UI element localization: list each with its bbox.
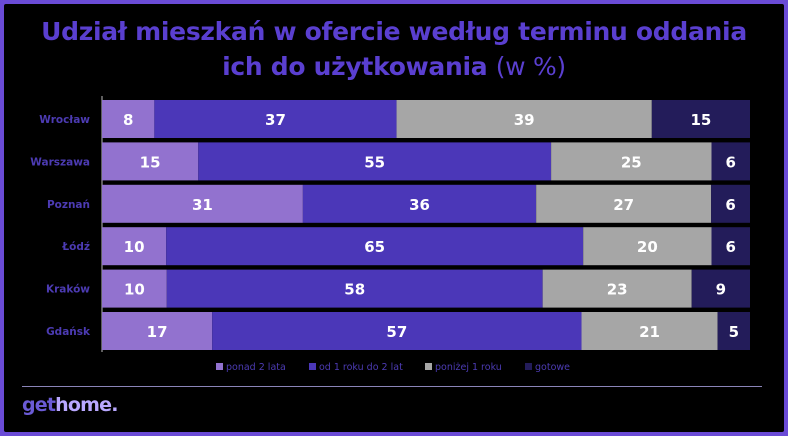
bar-segment [711,184,750,223]
category-label: Wrocław [39,114,90,126]
data-label: 10 [124,281,145,299]
category-labels-group: Wrocław Warszawa Poznań Łódź Kraków Gdańsk [30,114,91,338]
bar-segment [581,312,718,350]
data-label: 31 [192,196,213,214]
legend-label: od 1 roku do 2 lat [319,362,403,373]
data-label: 55 [364,153,385,171]
legend: ponad 2 lata od 1 roku do 2 lat poniżej 1 … [216,362,570,373]
legend-swatch [309,363,316,370]
data-label: 15 [140,153,161,171]
bar-segment [198,142,552,181]
title-unit: (w %) [495,52,566,81]
data-label: 36 [409,196,430,214]
bar-segment [154,100,397,138]
category-label: Warszawa [30,156,90,168]
bar-segment [102,142,199,181]
data-label: 21 [639,323,660,341]
logo-get: get [22,394,56,416]
data-label: 58 [344,281,365,299]
legend-swatch [525,363,532,370]
bar-segment [396,100,652,138]
bar-segment [542,269,692,308]
bar-segment [166,227,584,266]
data-label: 20 [637,238,658,256]
title-line-2-text: ich do użytkowania [222,52,488,81]
chart-title: Udział mieszkań w ofercie według terminu… [0,14,788,84]
title-line-2: ich do użytkowania (w %) [0,49,788,84]
bar-segment [102,312,213,350]
bar-segment [536,184,712,223]
category-label: Poznań [47,199,90,211]
bar-segment [302,184,537,223]
data-label: 65 [364,238,385,256]
bar-segment [102,269,167,308]
data-label: 27 [613,196,634,214]
legend-swatch [216,363,223,370]
data-label: 15 [690,111,711,129]
logo-home: home. [55,394,118,416]
data-label: 37 [265,111,286,129]
bars-group: 8 37 39 15 15 55 25 6 31 36 27 6 10 65 20 6 10 58 23 9 17 57 2… [102,100,750,350]
data-label: 10 [124,238,145,256]
bar-segment [711,227,750,266]
legend-label: gotowe [535,362,570,373]
data-label: 6 [725,196,735,214]
data-label: 5 [729,323,739,341]
bar-segment [102,227,167,266]
bar-segment [651,100,750,138]
legend-label: ponad 2 lata [226,362,286,373]
category-label: Gdańsk [46,326,91,338]
data-label: 23 [607,281,628,299]
bar-segment [691,269,750,308]
title-line-1: Udział mieszkań w ofercie według terminu… [41,17,747,46]
data-label: 8 [123,111,133,129]
bar-segment [102,184,303,223]
footer-divider [22,386,762,387]
category-label: Łódź [61,241,90,253]
bar-segment [212,312,582,350]
bar-segment [583,227,712,266]
bar-segment [551,142,712,181]
data-label: 6 [726,238,736,256]
gethome-logo: gethome. [22,394,118,416]
data-label: 57 [386,323,407,341]
legend-swatch [425,363,432,370]
data-label: 17 [147,323,168,341]
bar-segment [166,269,543,308]
data-label: 6 [726,153,736,171]
legend-label: poniżej 1 roku [435,362,502,373]
bar-segment [102,100,155,138]
category-label: Kraków [46,284,90,296]
bar-segment [717,312,750,350]
data-label: 25 [621,153,642,171]
data-label: 39 [514,111,535,129]
bar-segment [711,142,750,181]
data-label: 9 [716,281,726,299]
